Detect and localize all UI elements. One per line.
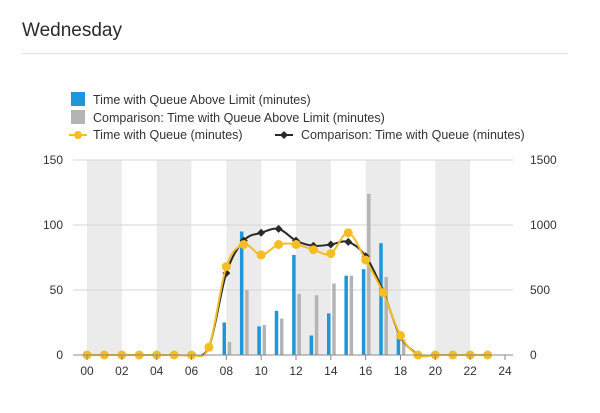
combo-chart: Time with Queue Above Limit (minutes) Com… [43,92,557,378]
bar-comparison-queue-above-limit [245,290,249,355]
panel-title: Wednesday [22,20,122,41]
legend: Time with Queue Above Limit (minutes) Com… [69,92,525,142]
bar-comparison-queue-above-limit [332,283,336,355]
legend-label-time-with-queue: Time with Queue (minutes) [93,128,243,142]
point-time-with-queue [204,342,214,352]
point-time-with-queue [291,240,301,249]
point-time-with-queue [378,288,388,298]
x-tick-label: 02 [115,364,129,378]
legend-label-queue-above-limit: Time with Queue Above Limit (minutes) [93,93,311,107]
legend-marker-comparison-time-with-queue [280,131,288,139]
point-time-with-queue [256,250,266,260]
x-tick-label: 22 [463,364,477,378]
bar-queue-above-limit [344,275,348,355]
bar-queue-above-limit [222,322,227,355]
point-comparison-time-with-queue [326,240,335,249]
bar-queue-above-limit [379,243,383,355]
x-tick-label: 12 [289,364,303,378]
shaded-bands [87,160,471,355]
y-left-tick-label: 50 [50,283,64,297]
line-time-with-queue [87,231,488,358]
bar-queue-above-limit [257,326,261,355]
bar-comparison-queue-above-limit [262,325,267,355]
shaded-band [156,160,192,355]
x-tick-label: 20 [429,364,443,378]
legend-swatch-queue-above-limit [71,92,85,106]
x-tick-label: 16 [359,364,373,378]
bar-queue-above-limit [396,331,401,355]
bar-comparison-queue-above-limit [384,277,388,355]
bar-comparison-queue-above-limit [367,193,371,355]
legend-label-comparison-queue-above-limit: Comparison: Time with Queue Above Limit … [93,111,385,125]
y-left-tick-label: 150 [43,153,63,167]
bar-queue-above-limit [327,313,331,355]
legend-label-comparison-time-with-queue: Comparison: Time with Queue (minutes) [301,128,525,142]
x-tick-label: 18 [394,364,408,378]
bar-comparison-queue-above-limit [314,295,319,355]
point-comparison-time-with-queue [274,224,283,233]
point-time-with-queue [221,262,231,272]
bar-series [222,193,406,355]
x-tick-label: 06 [185,364,199,378]
legend-swatch-comparison-queue-above-limit [71,110,85,124]
bar-comparison-queue-above-limit [227,342,232,355]
legend-marker-time-with-queue [74,131,82,139]
y-right-tick-label: 1000 [530,218,557,232]
point-time-with-queue [396,331,405,340]
x-tick-label: 04 [150,364,164,378]
bar-queue-above-limit [274,310,279,355]
x-tick-label: 10 [254,364,268,378]
bar-comparison-queue-above-limit [349,275,354,355]
point-comparison-time-with-queue [257,228,266,237]
x-tick-label: 00 [80,364,94,378]
point-time-with-queue [343,228,353,238]
shaded-band [296,160,331,355]
bar-comparison-queue-above-limit [279,318,284,355]
title-divider [22,53,568,54]
point-comparison-time-with-queue [344,237,353,246]
y-right-tick-label: 500 [530,283,550,297]
bar-queue-above-limit [239,231,244,355]
point-time-with-queue [308,245,318,255]
point-time-with-queue [361,255,371,265]
bar-comparison-queue-above-limit [401,339,406,355]
point-time-with-queue [239,240,249,249]
shaded-band [87,160,122,355]
shaded-band [435,160,471,355]
bar-queue-above-limit [292,254,296,355]
bar-comparison-queue-above-limit [297,293,301,355]
y-right-tick-label: 1500 [530,153,557,167]
y-left-tick-label: 100 [43,218,63,232]
bar-queue-above-limit [309,335,314,355]
line-series [82,224,493,360]
x-tick-label: 24 [498,364,512,378]
x-tick-label: 14 [324,364,338,378]
x-tick-label: 08 [220,364,234,378]
y-left-tick-label: 0 [56,348,63,362]
bar-queue-above-limit [361,269,366,355]
y-right-tick-label: 0 [530,348,537,362]
point-time-with-queue [274,240,284,249]
point-time-with-queue [326,249,336,259]
